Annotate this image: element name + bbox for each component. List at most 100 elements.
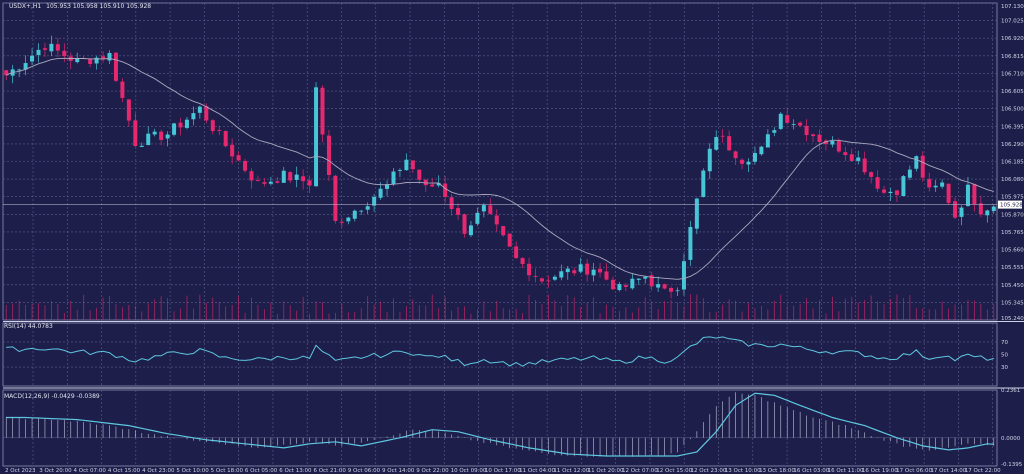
candle-body (397, 169, 402, 171)
candle-body (481, 205, 486, 212)
candle-body (243, 160, 248, 171)
time-tick-label: 6 Oct 05:00 (245, 468, 278, 474)
candle-body (197, 106, 202, 113)
candle-body (75, 58, 80, 63)
candle-body (759, 146, 764, 155)
candle-body (533, 275, 538, 277)
price-tick-label: 106.605 (1001, 89, 1024, 95)
candle-body (307, 180, 312, 186)
candle-body (772, 130, 777, 133)
candle-body (288, 172, 293, 181)
candle-body (765, 134, 770, 148)
candle-body (630, 278, 635, 289)
price-tick-label: 106.290 (1001, 142, 1024, 148)
candle-body (359, 210, 364, 212)
candle-body (720, 135, 725, 137)
candle-body (443, 183, 448, 197)
price-tick-label: 107.025 (1001, 19, 1024, 25)
candle-body (133, 120, 138, 147)
rsi-label: RSI(14) 44.0783 (4, 323, 53, 330)
candle-body (610, 279, 615, 290)
time-tick-label: 17 Oct 14:00 (930, 468, 966, 474)
symbol-label: USDX+,H1 (9, 3, 41, 10)
candle-body (901, 176, 906, 197)
candle-body (236, 155, 241, 161)
candle-body (462, 214, 467, 234)
candle-body (882, 189, 887, 193)
candle-body (223, 131, 228, 147)
candle-body (701, 170, 706, 197)
macd-panel (3, 392, 997, 457)
candle-body (740, 159, 745, 164)
candle-body (959, 207, 964, 217)
candle-body (294, 174, 299, 180)
panel-frame (2, 322, 998, 387)
panel-frame (2, 389, 998, 467)
price-tick-label: 107.130 (1001, 4, 1024, 10)
candle-body (468, 225, 473, 236)
candle-body (965, 184, 970, 206)
candle-body (507, 233, 512, 247)
price-tick-label: 106.395 (1001, 124, 1024, 130)
rsi-tick-label: 70 (1001, 340, 1008, 346)
candle-body (888, 191, 893, 194)
candle-body (4, 70, 9, 76)
candle-body (856, 157, 861, 161)
candle-body (752, 152, 757, 162)
candle-body (914, 156, 919, 169)
price-tick-label: 106.920 (1001, 36, 1024, 42)
candle-body (107, 52, 112, 61)
candle-body (42, 48, 47, 50)
candle-body (126, 99, 131, 121)
candle-body (410, 160, 415, 170)
candle-body (727, 136, 732, 151)
rsi-tick-label: 50 (1001, 353, 1008, 359)
candle-body (275, 181, 280, 183)
time-tick-label: 16 Oct 03:00 (793, 468, 829, 474)
time-tick-label: 11 Oct 20:00 (588, 468, 624, 474)
candle-body (94, 57, 99, 64)
candle-body (656, 284, 661, 288)
candle-body (927, 179, 932, 188)
candle-body (527, 263, 532, 276)
candle-body (985, 210, 990, 216)
candle-body (649, 275, 654, 287)
candle-body (598, 268, 603, 273)
chart-header: USDX+,H1 105.953 105.958 105.910 105.928 (9, 3, 151, 10)
current-price-tag (998, 200, 1022, 209)
candle-body (972, 184, 977, 205)
candle-body (869, 172, 874, 177)
candle-body (940, 182, 945, 187)
candle-body (62, 50, 67, 57)
candle-body (113, 52, 118, 81)
candle-body (920, 155, 925, 178)
time-tick-label: 4 Oct 15:00 (108, 468, 141, 474)
candle-body (933, 185, 938, 188)
price-tick-label: 105.870 (1001, 212, 1024, 218)
time-tick-label: 16 Oct 19:00 (862, 468, 898, 474)
candle-body (430, 184, 435, 187)
current-price-label: 105.928 (1000, 203, 1023, 209)
candle-body (165, 134, 170, 139)
price-tick-label: 105.975 (1001, 195, 1024, 201)
candle-body (636, 278, 641, 280)
candle-body (617, 284, 622, 291)
candle-body (539, 278, 544, 282)
candle-body (365, 206, 370, 210)
candle-body (249, 171, 254, 181)
time-tick-label: 16 Oct 11:00 (828, 468, 864, 474)
candle-body (423, 179, 428, 186)
time-tick-label: 12 Oct 07:00 (622, 468, 658, 474)
macd-signal-line (6, 392, 994, 457)
candle-body (314, 87, 319, 187)
candle-body (546, 280, 551, 282)
candle-body (449, 197, 454, 210)
time-tick-label: 11 Oct 12:00 (553, 468, 589, 474)
price-panel (3, 35, 997, 320)
candle-body (217, 130, 222, 131)
time-tick-label: 9 Oct 22:00 (416, 468, 449, 474)
time-tick-label: 4 Oct 23:00 (142, 468, 175, 474)
time-tick-label: 17 Oct 22:00 (965, 468, 1001, 474)
